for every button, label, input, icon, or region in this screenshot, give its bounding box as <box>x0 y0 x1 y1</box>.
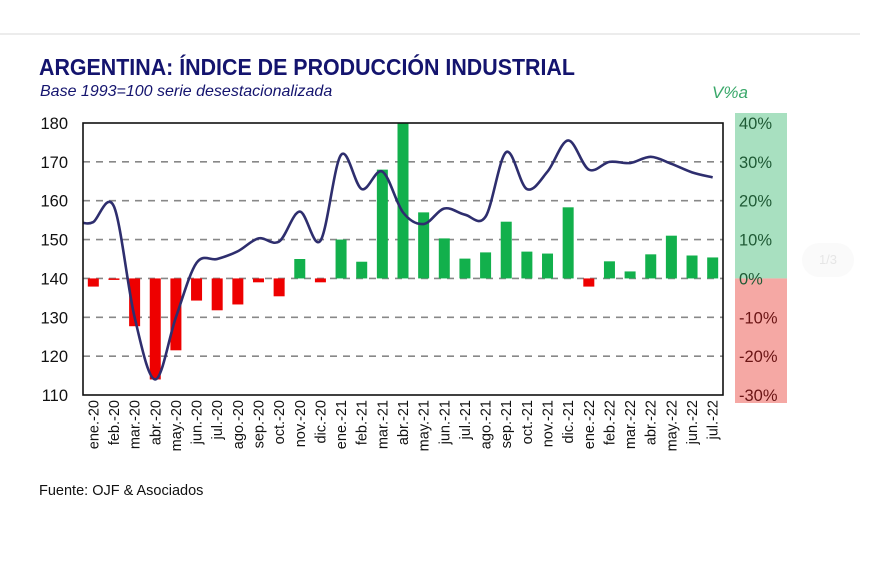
x-label-dic.-20: dic.-20 <box>313 400 329 444</box>
x-label-feb.-21: feb.-21 <box>355 400 371 445</box>
index-line <box>82 139 713 381</box>
x-label-ene.-21: ene.-21 <box>334 400 350 449</box>
source-note: Fuente: OJF & Asociados <box>39 483 204 499</box>
bar-mar.-22 <box>624 271 636 279</box>
x-label-may.-20: may.-20 <box>169 400 185 451</box>
x-label-ago.-21: ago.-21 <box>479 400 495 449</box>
bar-ene.-20 <box>87 278 99 287</box>
x-label-may.-22: may.-22 <box>664 400 680 451</box>
x-label-mar.-22: mar.-22 <box>623 400 639 449</box>
bar-dic.-21 <box>562 207 574 279</box>
bar-jul.-20 <box>211 278 223 311</box>
x-label-dic.-21: dic.-21 <box>561 400 577 444</box>
bar-mar.-21 <box>376 169 388 279</box>
left-tick-170: 170 <box>40 154 68 172</box>
bar-jul.-22 <box>707 257 719 279</box>
bar-sep.-21 <box>500 221 512 279</box>
bar-jun.-22 <box>686 255 698 279</box>
x-label-jul.-22: jul.-22 <box>706 400 722 441</box>
bar-jul.-21 <box>459 258 471 279</box>
bar-nov.-20 <box>294 259 306 279</box>
left-tick-110: 110 <box>42 387 68 405</box>
plot-frame <box>82 122 724 396</box>
left-tick-120: 120 <box>40 348 68 366</box>
bar-abr.-20 <box>149 278 161 380</box>
bar-ene.-21 <box>335 239 347 279</box>
bar-feb.-20 <box>108 278 120 280</box>
x-label-nov.-21: nov.-21 <box>541 400 557 447</box>
bar-feb.-22 <box>603 261 615 279</box>
bar-dic.-20 <box>314 278 326 283</box>
chart-subtitle: Base 1993=100 serie desestacionalizada <box>40 83 333 100</box>
x-label-may.-21: may.-21 <box>417 400 433 451</box>
bar-abr.-22 <box>645 254 657 279</box>
bar-feb.-21 <box>356 261 368 279</box>
x-label-jul.-20: jul.-20 <box>210 400 226 441</box>
right-axis-title: V%a <box>712 83 748 102</box>
x-label-mar.-21: mar.-21 <box>375 400 391 449</box>
x-label-abr.-20: abr.-20 <box>148 400 164 445</box>
x-label-oct.-20: oct.-20 <box>272 400 288 444</box>
left-tick-130: 130 <box>40 309 68 327</box>
bar-ene.-22 <box>583 278 595 287</box>
x-label-feb.-20: feb.-20 <box>107 400 123 445</box>
right-tick--10%: -10% <box>739 309 778 327</box>
bar-jun.-20 <box>191 278 203 301</box>
bar-ago.-21 <box>480 252 492 279</box>
page-indicator: 1/3 <box>802 243 854 277</box>
x-label-abr.-21: abr.-21 <box>396 400 412 445</box>
positive-band <box>735 113 787 279</box>
x-label-feb.-22: feb.-22 <box>602 400 618 445</box>
x-label-oct.-21: oct.-21 <box>520 400 536 444</box>
x-label-mar.-20: mar.-20 <box>128 400 144 449</box>
right-tick-10%: 10% <box>739 232 772 250</box>
bar-mar.-20 <box>129 278 141 327</box>
bar-abr.-21 <box>397 123 409 279</box>
bar-jun.-21 <box>438 238 450 279</box>
bar-may.-22 <box>665 235 677 279</box>
x-label-jun.-22: jun.-22 <box>685 400 701 445</box>
chart-title: ARGENTINA: ÍNDICE DE PRODUCCIÓN INDUSTRI… <box>39 54 575 80</box>
x-label-abr.-22: abr.-22 <box>644 400 660 445</box>
bar-ago.-20 <box>232 278 244 305</box>
right-tick--30%: -30% <box>739 387 778 405</box>
right-tick-40%: 40% <box>739 115 772 133</box>
left-tick-180: 180 <box>40 115 68 133</box>
left-tick-160: 160 <box>40 193 68 211</box>
x-label-jun.-21: jun.-21 <box>437 400 453 445</box>
right-tick-20%: 20% <box>739 193 772 211</box>
x-label-jul.-21: jul.-21 <box>458 400 474 441</box>
x-label-ene.-20: ene.-20 <box>86 400 102 449</box>
x-label-ago.-20: ago.-20 <box>231 400 247 449</box>
right-tick-0%: 0% <box>739 270 763 288</box>
right-tick--20%: -20% <box>739 348 778 366</box>
bar-sep.-20 <box>252 278 264 283</box>
x-label-sep.-21: sep.-21 <box>499 400 515 448</box>
x-label-sep.-20: sep.-20 <box>251 400 267 448</box>
bar-may.-21 <box>418 212 430 279</box>
x-label-nov.-20: nov.-20 <box>293 400 309 447</box>
bar-oct.-21 <box>521 251 533 279</box>
x-label-ene.-22: ene.-22 <box>582 400 598 449</box>
left-tick-140: 140 <box>40 270 68 288</box>
left-tick-150: 150 <box>40 232 68 250</box>
bar-nov.-21 <box>542 253 554 279</box>
top-divider <box>0 33 860 35</box>
right-tick-30%: 30% <box>739 154 772 172</box>
negative-band <box>735 278 787 403</box>
bar-oct.-20 <box>273 278 285 297</box>
x-label-jun.-20: jun.-20 <box>190 400 206 445</box>
